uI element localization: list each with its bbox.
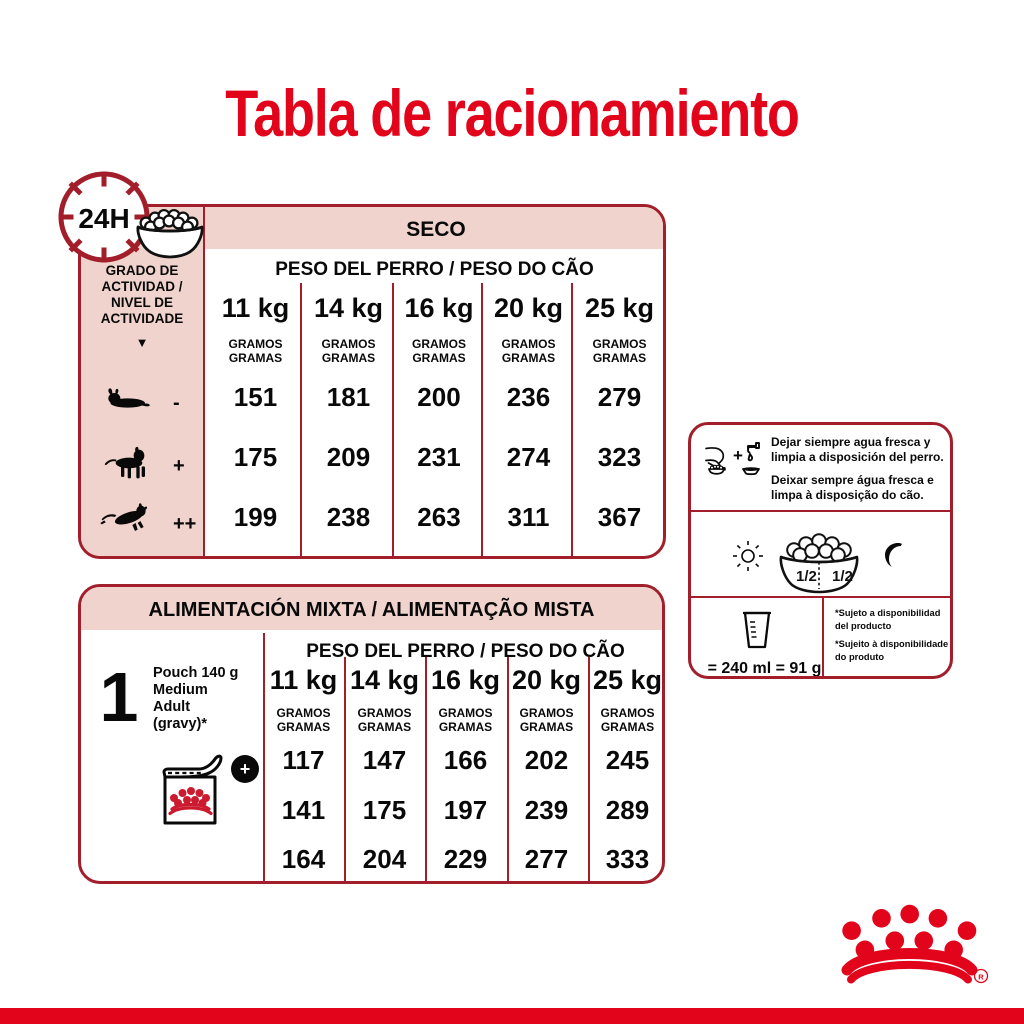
- svg-text:1/2: 1/2: [832, 568, 853, 585]
- svg-text:R: R: [978, 973, 984, 982]
- svg-text:24H: 24H: [78, 203, 129, 234]
- svg-text:1/2: 1/2: [796, 568, 817, 585]
- svg-text:+: +: [733, 446, 743, 465]
